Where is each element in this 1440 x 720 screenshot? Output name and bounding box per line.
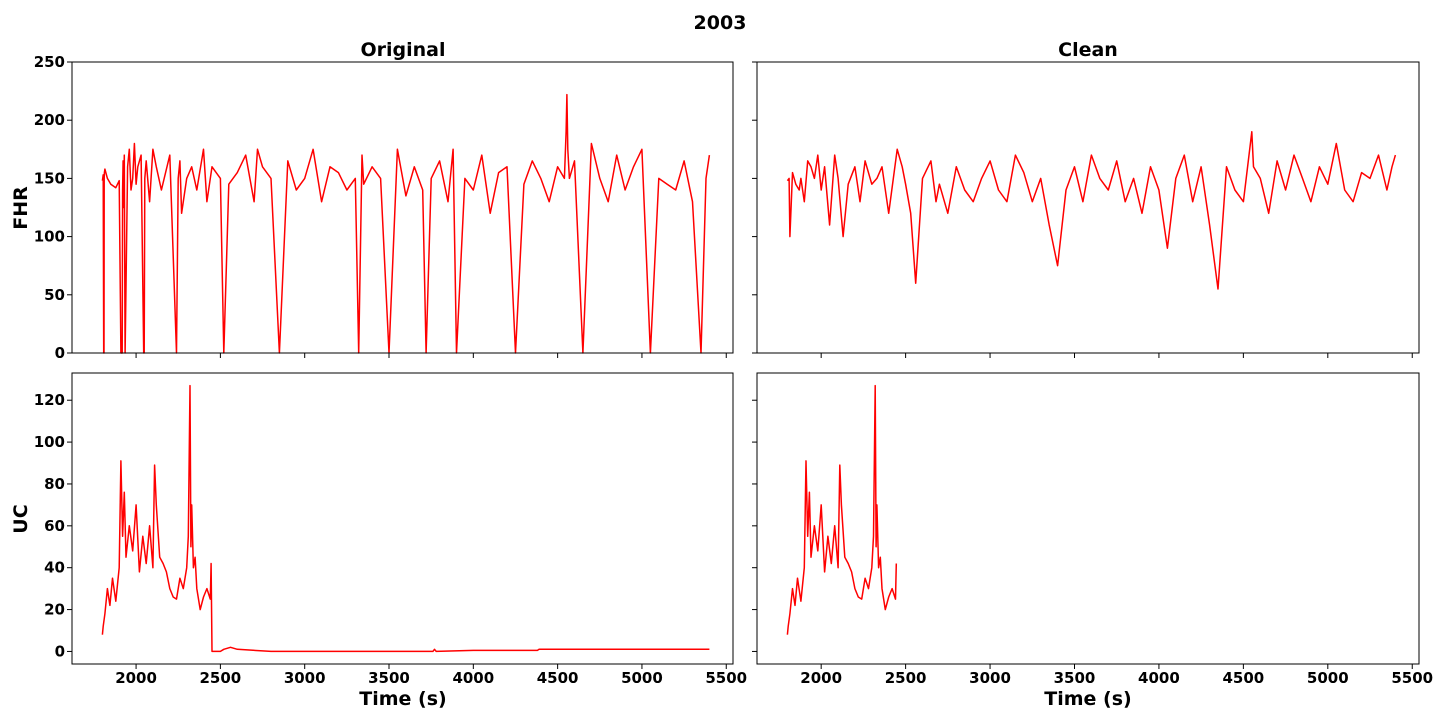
x-tick-label: 5000	[1307, 669, 1349, 687]
x-tick-label: 5000	[621, 669, 663, 687]
ylabel-uc: UC	[10, 504, 32, 533]
x-tick-label: 5500	[705, 669, 747, 687]
panel-original-fhr: 0 50 100 150 200 250	[34, 53, 734, 362]
y-tick-label: 150	[34, 169, 65, 187]
xlabel-original: Time (s)	[359, 688, 446, 710]
figure-suptitle: 2003	[694, 12, 747, 34]
x-tick-label: 4000	[1138, 669, 1180, 687]
x-tick-label: 4500	[1222, 669, 1264, 687]
x-tick-label: 3500	[1054, 669, 1096, 687]
y-tick-label: 0	[55, 344, 65, 362]
panel-clean-fhr	[752, 61, 1420, 358]
series-line	[786, 131, 1397, 290]
ylabel-fhr: FHR	[10, 186, 32, 230]
axes-frame	[756, 372, 1420, 665]
y-tick-label: 100	[34, 228, 65, 246]
x-tick-label: 3000	[284, 669, 326, 687]
x-tick-label: 2000	[115, 669, 157, 687]
x-tick-label: 3000	[969, 669, 1011, 687]
y-tick-label: 0	[55, 642, 65, 660]
x-tick-label: 5500	[1391, 669, 1433, 687]
series-line	[101, 93, 711, 354]
y-tick-label: 200	[34, 111, 65, 129]
y-tick-label: 250	[34, 53, 65, 71]
x-tick-label: 2000	[800, 669, 842, 687]
x-tick-label: 2500	[200, 669, 242, 687]
axes-frame	[71, 61, 734, 354]
x-tick-label: 3500	[368, 669, 410, 687]
column-title-original: Original	[360, 39, 445, 61]
x-tick-label: 4500	[537, 669, 579, 687]
x-tick-label: 4000	[452, 669, 494, 687]
series-line	[101, 384, 710, 653]
y-tick-label: 20	[44, 601, 65, 619]
y-tick-label: 120	[34, 391, 65, 409]
axes-frame	[756, 61, 1420, 354]
y-tick-label: 80	[44, 475, 65, 493]
axes-frame	[71, 372, 734, 665]
y-tick-label: 40	[44, 559, 65, 577]
y-tick-label: 100	[34, 433, 65, 451]
panel-original-uc: 2000 2500 3000 3500 4000 4500 5000 5500 0 20 40 60 8…	[34, 372, 747, 687]
panel-clean-uc: 2000 2500 3000 3500 4000 4500 5000 5500	[752, 372, 1433, 687]
x-tick-label: 2500	[885, 669, 927, 687]
y-tick-label: 50	[44, 286, 65, 304]
series-line	[786, 384, 898, 635]
xlabel-clean: Time (s)	[1044, 688, 1131, 710]
y-tick-label: 60	[44, 517, 65, 535]
column-title-clean: Clean	[1058, 39, 1118, 61]
